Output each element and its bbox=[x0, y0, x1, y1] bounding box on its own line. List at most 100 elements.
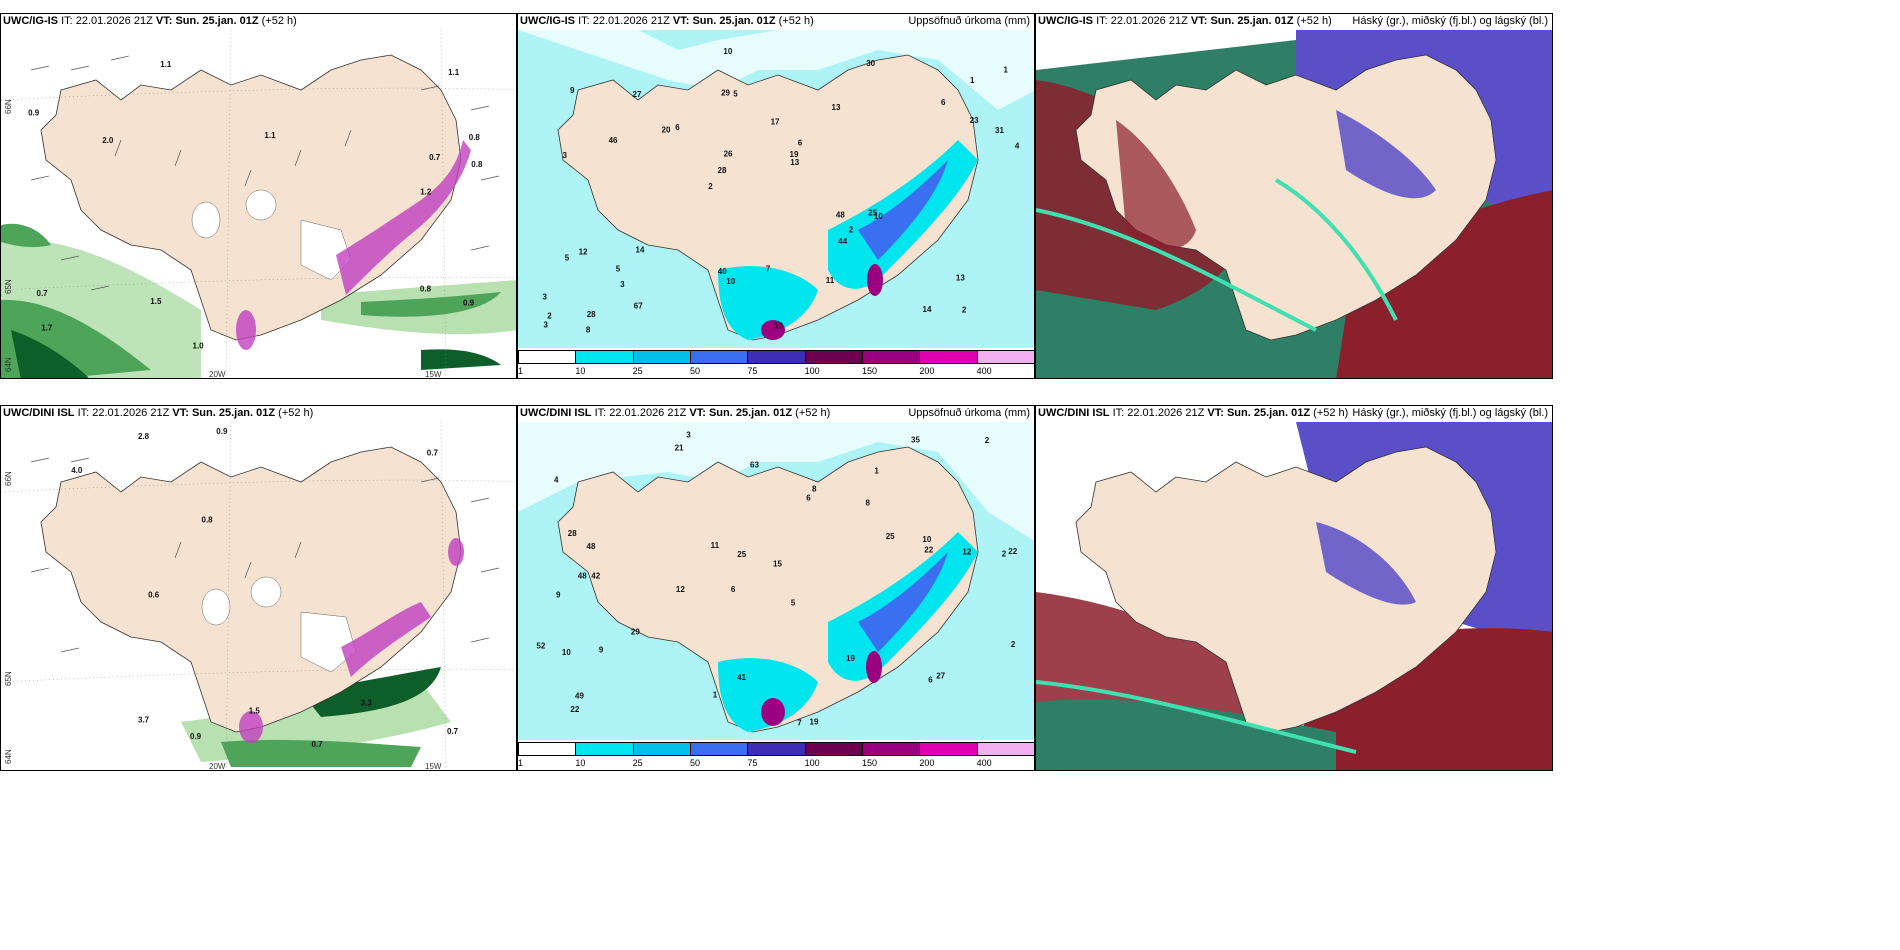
value-label: 48 bbox=[587, 542, 596, 551]
precip-colorbar: 1 10 25 50 75 100 150 200 400 bbox=[518, 740, 1034, 770]
value-label: 12 bbox=[962, 547, 971, 556]
value-label: 2 bbox=[708, 182, 713, 191]
value-label: 4 bbox=[1015, 142, 1020, 151]
value-label: 5 bbox=[565, 254, 570, 263]
init-time: 22.01.2026 21Z bbox=[1127, 407, 1205, 419]
value-label: 29 bbox=[721, 89, 730, 98]
lon-label: 15W bbox=[425, 370, 442, 379]
panel-title: UWC/IG-IS IT: 22.01.2026 21Z VT: Sun. 25… bbox=[1038, 15, 1332, 27]
precip-map: 2312132829171263356109104482328402627301… bbox=[518, 30, 1034, 350]
value-label: 52 bbox=[536, 642, 545, 651]
value-label: 9 bbox=[556, 591, 561, 600]
value-label: 1 bbox=[713, 691, 718, 700]
valid-time: Sun. 25.jan. 01Z bbox=[175, 15, 259, 27]
value-label: 20 bbox=[662, 125, 671, 134]
value-label: 3 bbox=[563, 151, 568, 160]
value-label: 48 bbox=[578, 572, 587, 581]
value-label: 0.9 bbox=[190, 732, 202, 741]
value-label: 11 bbox=[826, 276, 835, 285]
lon-label: 15W bbox=[425, 762, 442, 771]
value-label: 4.0 bbox=[71, 466, 83, 475]
value-label: 67 bbox=[634, 302, 643, 311]
colorbar-tick-label: 10 bbox=[575, 758, 586, 768]
lon-label: 20W bbox=[209, 762, 226, 771]
value-label: 11 bbox=[711, 541, 720, 550]
model-name: UWC/IG-IS bbox=[3, 15, 58, 27]
value-label: 0.8 bbox=[471, 160, 483, 169]
colorbar-tick-label: 1 bbox=[518, 758, 524, 768]
valid-time: Sun. 25.jan. 01Z bbox=[191, 407, 276, 419]
value-label: 6 bbox=[731, 585, 736, 594]
colorbar-segment bbox=[862, 350, 921, 364]
lead-time: (+52 h) bbox=[1296, 15, 1332, 27]
colorbar-segment bbox=[518, 742, 577, 756]
value-label: 27 bbox=[936, 671, 945, 680]
init-label: IT: bbox=[1112, 407, 1125, 419]
product-label: Háský (gr.), miðský (fj.bl.) og lágský (… bbox=[1352, 407, 1548, 419]
value-label: 6 bbox=[806, 494, 811, 503]
lat-label: 66N bbox=[4, 471, 13, 486]
value-label: 6 bbox=[941, 98, 946, 107]
lead-time: (+52 h) bbox=[778, 15, 814, 27]
colorbar-segment bbox=[575, 350, 634, 364]
value-label: 48 bbox=[836, 211, 845, 220]
value-label: 13 bbox=[832, 103, 841, 112]
init-time: 22.01.2026 21Z bbox=[75, 15, 153, 27]
value-label: 10 bbox=[874, 212, 883, 221]
lead-time: (+52 h) bbox=[278, 407, 314, 419]
valid-time: Sun. 25.jan. 01Z bbox=[1210, 15, 1294, 27]
panel-title: UWC/IG-IS IT: 22.01.2026 21Z VT: Sun. 25… bbox=[520, 15, 814, 27]
cloud-map bbox=[1036, 30, 1552, 378]
value-label: 22 bbox=[1008, 547, 1017, 556]
value-label: 19 bbox=[846, 654, 855, 663]
valid-label: VT: bbox=[155, 15, 173, 27]
lat-label: 66N bbox=[4, 99, 13, 114]
lead-time: (+52 h) bbox=[261, 15, 297, 27]
colorbar-tick-label: 100 bbox=[804, 758, 820, 768]
init-time: 22.01.2026 21Z bbox=[92, 407, 170, 419]
colorbar-segment bbox=[690, 350, 749, 364]
model-name: UWC/DINI ISL bbox=[1038, 407, 1110, 419]
colorbar-segment bbox=[919, 350, 978, 364]
value-label: 8 bbox=[866, 499, 871, 508]
value-label: 1.1 bbox=[448, 68, 460, 77]
lead-time: (+52 h) bbox=[1313, 407, 1349, 419]
value-label: 10 bbox=[723, 47, 732, 56]
lead-time: (+52 h) bbox=[795, 407, 831, 419]
value-label: 5 bbox=[791, 598, 796, 607]
value-label: 46 bbox=[609, 136, 618, 145]
product-label: Uppsöfnuð úrkoma (mm) bbox=[908, 15, 1030, 27]
init-label: IT: bbox=[1096, 15, 1108, 27]
colorbar-segment bbox=[976, 350, 1034, 364]
value-label: 3.3 bbox=[361, 699, 373, 708]
value-label: 0.9 bbox=[28, 109, 40, 118]
value-label: 3 bbox=[686, 431, 691, 440]
value-label: 0.9 bbox=[463, 299, 475, 308]
value-label: 35 bbox=[911, 436, 920, 445]
value-label: 28 bbox=[587, 310, 596, 319]
value-label: 8 bbox=[812, 485, 817, 494]
value-label: 28 bbox=[718, 166, 727, 175]
colorbar-segment bbox=[862, 742, 921, 756]
value-label: 4 bbox=[554, 475, 559, 484]
value-label: 27 bbox=[633, 90, 642, 99]
value-label: 0.8 bbox=[469, 133, 481, 142]
colorbar-tick-label: 200 bbox=[919, 758, 935, 768]
value-label: 1.1 bbox=[264, 131, 276, 140]
lat-label: 64N bbox=[4, 357, 13, 372]
value-label: 0.8 bbox=[202, 515, 214, 524]
value-label: 26 bbox=[724, 150, 733, 159]
value-label: 5 bbox=[616, 265, 621, 274]
value-label: 1.0 bbox=[193, 342, 205, 351]
value-label: 22 bbox=[570, 705, 579, 714]
value-label: 42 bbox=[591, 572, 600, 581]
init-label: IT: bbox=[578, 15, 590, 27]
colorbar-tick-label: 75 bbox=[747, 366, 758, 376]
value-label: 14 bbox=[923, 305, 932, 314]
value-label: 3 bbox=[620, 280, 625, 289]
model-name: UWC/IG-IS bbox=[1038, 15, 1093, 27]
value-label: 25 bbox=[737, 550, 746, 559]
value-label: 0.6 bbox=[148, 591, 160, 600]
value-label: 6 bbox=[928, 675, 933, 684]
